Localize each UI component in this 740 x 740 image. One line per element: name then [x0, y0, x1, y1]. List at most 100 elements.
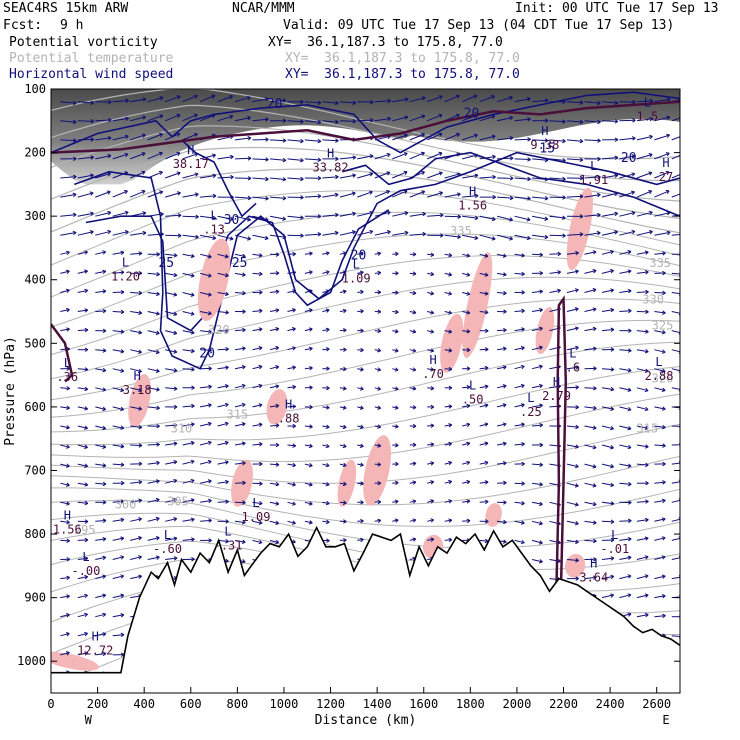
wind-vector [636, 330, 649, 333]
wind-vector-head [156, 405, 160, 411]
wind-vector-head [194, 192, 199, 197]
wind-vector-head [521, 271, 525, 277]
wind-vector [584, 520, 597, 524]
wind-vector-head [84, 386, 89, 392]
wind-vector-head [211, 94, 216, 99]
wind-vector-head [377, 499, 382, 505]
wind-vector-head [661, 330, 666, 335]
extremum-marker: H [327, 146, 334, 160]
wind-vector-head [562, 158, 566, 163]
wind-vector-head [90, 137, 95, 142]
wind-vector-head [610, 249, 614, 255]
wind-vector-head [473, 94, 478, 99]
wind-vector-head [84, 444, 88, 449]
wind-vector [112, 135, 129, 141]
wind-vector [619, 155, 636, 160]
theta-contour [51, 455, 680, 506]
wind-vector-head [84, 308, 89, 313]
wind-vector-head [292, 384, 297, 390]
wind-vector-head [342, 405, 347, 410]
wind-vector-head [138, 461, 143, 467]
wind-vector [409, 171, 425, 179]
wind-vector-head [394, 348, 399, 353]
wind-vector-head [579, 194, 584, 199]
wind-vector [619, 556, 632, 560]
wind-vector [130, 556, 142, 560]
extremum-value: .6 [566, 361, 580, 375]
wind-vector [112, 519, 124, 522]
wind-vector-head [412, 461, 417, 466]
wind-vector-head [412, 290, 417, 296]
wind-vector-head [241, 272, 246, 277]
wind-vector [584, 251, 597, 255]
wind-vector-head [225, 328, 229, 334]
wind-vector-head [102, 250, 107, 255]
wind-vector-head [575, 404, 579, 410]
wind-vector [479, 423, 489, 427]
wind-vector [77, 594, 88, 599]
wind-vector-head [627, 308, 632, 314]
wind-vector-head [120, 250, 125, 255]
wind-vector [95, 211, 111, 217]
wind-vector-head [610, 519, 615, 525]
wind-vector [654, 190, 670, 198]
wind-vector [619, 251, 632, 255]
x-tick-label: 2600 [642, 697, 671, 711]
wind-vector [357, 444, 364, 447]
y-tick-label: 400 [24, 273, 46, 287]
wind-vector [584, 270, 597, 274]
wind-vector [636, 556, 649, 560]
wind-vector [322, 463, 330, 467]
wind-vector-head [520, 539, 525, 545]
wind-vector-head [610, 386, 615, 392]
wind-vector [112, 556, 124, 560]
pv-anomaly [51, 651, 100, 671]
wind-vector [287, 120, 304, 123]
wind-vector-head [282, 234, 287, 240]
wind-vector [392, 190, 408, 198]
wind-vector-head [84, 425, 88, 430]
wind-vector-head [138, 574, 143, 579]
theta-contour [51, 487, 680, 527]
extremum-value: 27 [659, 170, 673, 184]
wind-vector [217, 135, 234, 141]
wind-vector-head [627, 368, 632, 373]
wind-vector-head [211, 113, 216, 119]
wind-vector-head [527, 137, 531, 142]
wind-vector [95, 173, 111, 179]
wind-vector [304, 482, 313, 486]
wind-vector-head [258, 253, 263, 258]
wind-vector-head [190, 478, 195, 484]
wind-vector [601, 101, 618, 104]
theta-contour-label: 300 [115, 498, 137, 512]
wind-vector-head [156, 271, 160, 277]
wind-vector-head [648, 190, 653, 195]
theta-contour [51, 298, 680, 401]
wind-vector [409, 406, 417, 409]
wind-vector [77, 539, 88, 541]
wind-vector [234, 539, 246, 543]
wind-vector [304, 425, 313, 428]
wind-vector [392, 152, 408, 160]
wind-vector-head [394, 367, 399, 372]
wind-vector [252, 158, 269, 161]
wind-vector-head [325, 405, 330, 410]
wind-vector [77, 425, 88, 429]
wind-vector-head [644, 574, 649, 579]
wind-vector-head [593, 557, 597, 562]
wind-vector [234, 482, 246, 484]
wind-vector-head [160, 231, 164, 237]
wind-vector-head [544, 216, 549, 221]
wind-vector [60, 328, 70, 332]
wind-vector-head [430, 291, 435, 296]
wind-vector [444, 330, 452, 333]
x-tick-label: 800 [227, 697, 249, 711]
wind-vector [392, 425, 399, 428]
wind-vector [322, 328, 330, 332]
wind-vector [200, 386, 212, 389]
wind-vector-head [448, 518, 453, 523]
extremum-value: 1.09 [342, 272, 371, 286]
wind-vector-head [90, 100, 94, 106]
extremum-value: -.00 [71, 564, 100, 578]
wind-vector [252, 215, 269, 221]
